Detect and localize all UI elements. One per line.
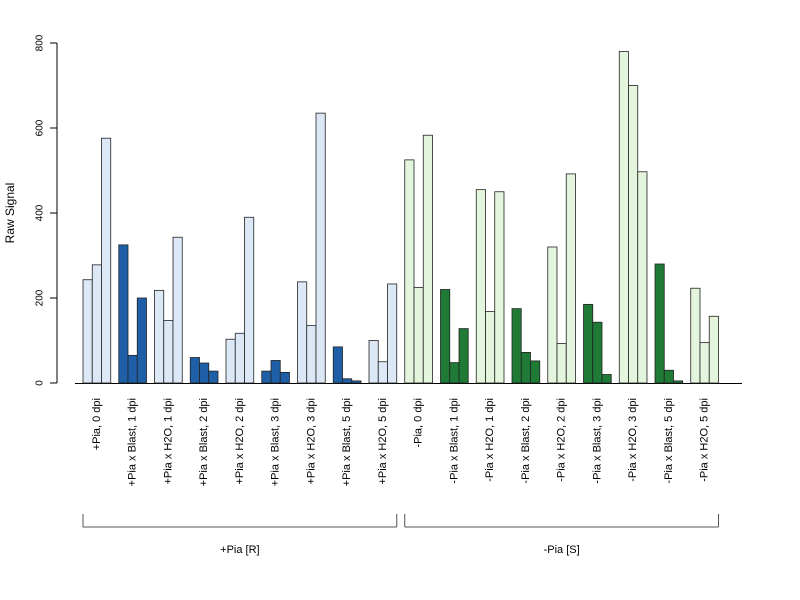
- category-label: -Pia x Blast, 5 dpi: [663, 398, 675, 484]
- bar: [315, 112, 326, 384]
- bar: [592, 321, 603, 384]
- bar: [172, 236, 183, 384]
- category-label: -Pia x Blast, 3 dpi: [591, 398, 603, 484]
- bar: [189, 357, 200, 384]
- bar: [485, 311, 496, 384]
- bar: [637, 171, 648, 384]
- bar: [663, 369, 674, 384]
- category-label: -Pia x Blast, 2 dpi: [520, 398, 532, 484]
- bar: [163, 320, 174, 384]
- category-label: -Pia x Blast, 1 dpi: [448, 398, 460, 484]
- bar: [475, 189, 486, 384]
- bar: [601, 374, 612, 384]
- bar: [199, 362, 210, 384]
- bar: [234, 332, 245, 384]
- bar: [628, 85, 639, 384]
- bar: [422, 134, 433, 384]
- bar: [404, 159, 415, 384]
- bar: [547, 246, 558, 384]
- bar: [82, 279, 93, 384]
- bar: [530, 360, 541, 384]
- bar: [673, 380, 684, 384]
- bar: [708, 315, 719, 384]
- category-label: +Pia x H2O, 2 dpi: [234, 398, 246, 485]
- bar: [244, 216, 255, 384]
- group-label: -Pia [S]: [544, 544, 580, 556]
- y-tick-label: 600: [35, 119, 46, 136]
- bar: [387, 283, 398, 384]
- category-label: -Pia x H2O, 3 dpi: [627, 398, 639, 482]
- bar: [511, 308, 522, 384]
- bar: [583, 303, 594, 384]
- bar: [332, 346, 343, 384]
- category-label: +Pia x Blast, 1 dpi: [127, 398, 139, 486]
- bar: [261, 370, 272, 384]
- bar: [520, 351, 531, 384]
- bar: [494, 191, 505, 384]
- bar: [351, 380, 362, 384]
- bar: [127, 354, 138, 384]
- y-tick-label: 0: [35, 380, 46, 386]
- bar: [270, 360, 281, 384]
- bar: [654, 263, 665, 384]
- y-axis-label: Raw Signal: [3, 183, 17, 244]
- group-label: +Pia [R]: [220, 544, 259, 556]
- category-label: +Pia x H2O, 1 dpi: [162, 398, 174, 485]
- bar: [154, 289, 165, 384]
- y-tick-label: 200: [35, 289, 46, 306]
- bar: [413, 286, 424, 384]
- category-label: +Pia x H2O, 3 dpi: [305, 398, 317, 485]
- bar: [565, 173, 576, 384]
- category-label: -Pia x H2O, 2 dpi: [556, 398, 568, 482]
- category-label: +Pia x H2O, 5 dpi: [377, 398, 389, 485]
- category-label: +Pia x Blast, 5 dpi: [341, 398, 353, 486]
- bar: [118, 244, 129, 384]
- bar: [91, 264, 102, 384]
- bar: [297, 281, 308, 384]
- bar: [136, 297, 147, 384]
- bar: [440, 289, 451, 384]
- bar: [699, 342, 710, 384]
- bar: [368, 340, 379, 384]
- bar: [449, 362, 460, 384]
- category-label: -Pia x H2O, 5 dpi: [699, 398, 711, 482]
- category-label: -Pia, 0 dpi: [413, 398, 425, 448]
- bar: [690, 287, 701, 384]
- y-tick-label: 800: [35, 34, 46, 51]
- bar: [377, 361, 388, 384]
- bar: [279, 371, 290, 384]
- y-tick-label: 400: [35, 204, 46, 221]
- bar: [101, 137, 112, 384]
- bar: [556, 343, 567, 384]
- bar: [306, 325, 317, 384]
- bar: [225, 338, 236, 384]
- bar: [208, 370, 219, 384]
- category-label: +Pia x Blast, 3 dpi: [270, 398, 282, 486]
- bar: [618, 51, 629, 384]
- bar: [458, 328, 469, 384]
- category-label: +Pia x Blast, 2 dpi: [198, 398, 210, 486]
- bar: [342, 378, 353, 384]
- category-label: -Pia x H2O, 1 dpi: [484, 398, 496, 482]
- category-label: +Pia, 0 dpi: [91, 398, 103, 450]
